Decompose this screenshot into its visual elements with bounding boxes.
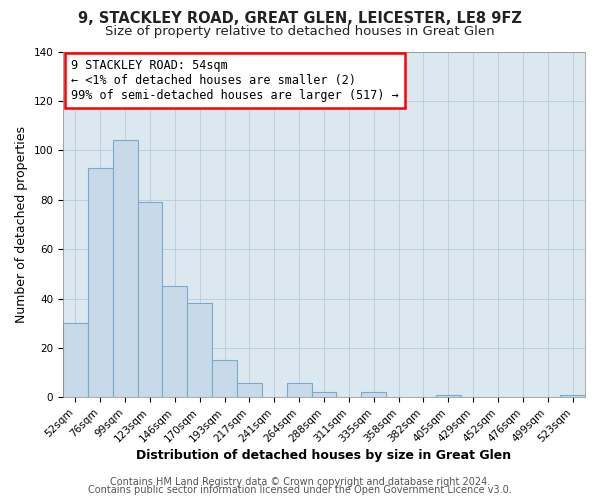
Bar [436, 395, 461, 398]
Bar [63, 324, 88, 398]
Bar [187, 304, 212, 398]
Y-axis label: Number of detached properties: Number of detached properties [15, 126, 28, 323]
X-axis label: Distribution of detached houses by size in Great Glen: Distribution of detached houses by size … [136, 450, 512, 462]
Bar [361, 392, 386, 398]
Text: 9 STACKLEY ROAD: 54sqm
← <1% of detached houses are smaller (2)
99% of semi-deta: 9 STACKLEY ROAD: 54sqm ← <1% of detached… [71, 59, 398, 102]
Text: Contains HM Land Registry data © Crown copyright and database right 2024.: Contains HM Land Registry data © Crown c… [110, 477, 490, 487]
Text: Size of property relative to detached houses in Great Glen: Size of property relative to detached ho… [105, 25, 495, 38]
Bar [163, 286, 187, 398]
Bar [237, 382, 262, 398]
Bar [88, 168, 113, 398]
Bar [287, 382, 311, 398]
Text: 9, STACKLEY ROAD, GREAT GLEN, LEICESTER, LE8 9FZ: 9, STACKLEY ROAD, GREAT GLEN, LEICESTER,… [78, 11, 522, 26]
Bar [137, 202, 163, 398]
Bar [311, 392, 337, 398]
Text: Contains public sector information licensed under the Open Government Licence v3: Contains public sector information licen… [88, 485, 512, 495]
Bar [113, 140, 137, 398]
Bar [560, 395, 585, 398]
Bar [212, 360, 237, 398]
